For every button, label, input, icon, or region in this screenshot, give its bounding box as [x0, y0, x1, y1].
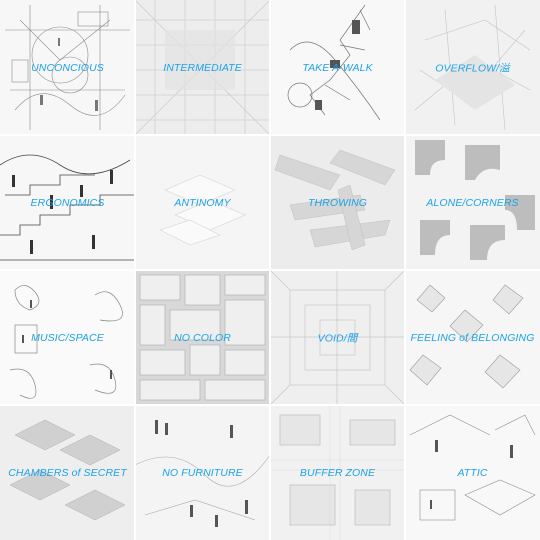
tile-sketch-art	[135, 0, 270, 135]
tile-sketch-art	[414, 4, 531, 131]
tile-sketch-art	[9, 419, 126, 521]
tile-sketch-art	[274, 149, 396, 251]
tile-sketch-art	[139, 274, 266, 401]
tile-sketch-art	[0, 154, 135, 261]
tile-feeling-of-belonging[interactable]: FEELING of BELONGING	[405, 270, 540, 405]
grid-divider	[0, 269, 540, 271]
tile-sketch-art	[270, 270, 405, 405]
tile-sketch-art	[5, 5, 130, 130]
grid-divider	[0, 134, 540, 136]
tile-antinomy[interactable]: ANTINOMY	[135, 135, 270, 270]
grid-divider	[0, 404, 540, 406]
tile-buffer-zone[interactable]: BUFFER ZONE	[270, 405, 405, 540]
tile-throwing[interactable]: THROWING	[270, 135, 405, 270]
tile-sketch-art	[287, 4, 381, 121]
tile-sketch-art	[409, 284, 524, 389]
tile-void[interactable]: VOID/間	[270, 270, 405, 405]
tile-overflow[interactable]: OVERFLOW/溢	[405, 0, 540, 135]
tile-sketch-art	[270, 405, 405, 540]
tile-intermediate[interactable]: INTERMEDIATE	[135, 0, 270, 135]
tile-attic[interactable]: ATTIC	[405, 405, 540, 540]
tile-alone-corners[interactable]: ALONE/CORNERS	[405, 135, 540, 270]
tile-no-color[interactable]: NO COLOR	[135, 270, 270, 405]
tile-sketch-art	[409, 414, 536, 521]
tile-ergonomics[interactable]: ERGONOMICS	[0, 135, 135, 270]
tile-take-a-walk[interactable]: TAKE A-WALK	[270, 0, 405, 135]
tile-unconcious[interactable]: UNCONCIOUS	[0, 0, 135, 135]
tile-sketch-art	[135, 420, 270, 527]
tile-music-space[interactable]: MUSIC/SPACE	[0, 270, 135, 405]
tile-no-furniture[interactable]: NO FURNITURE	[135, 405, 270, 540]
tile-chambers-of-secret[interactable]: CHAMBERS of SECRET	[0, 405, 135, 540]
tile-sketch-art	[158, 174, 247, 246]
tile-sketch-art	[9, 285, 123, 399]
tile-sketch-art	[415, 140, 535, 260]
